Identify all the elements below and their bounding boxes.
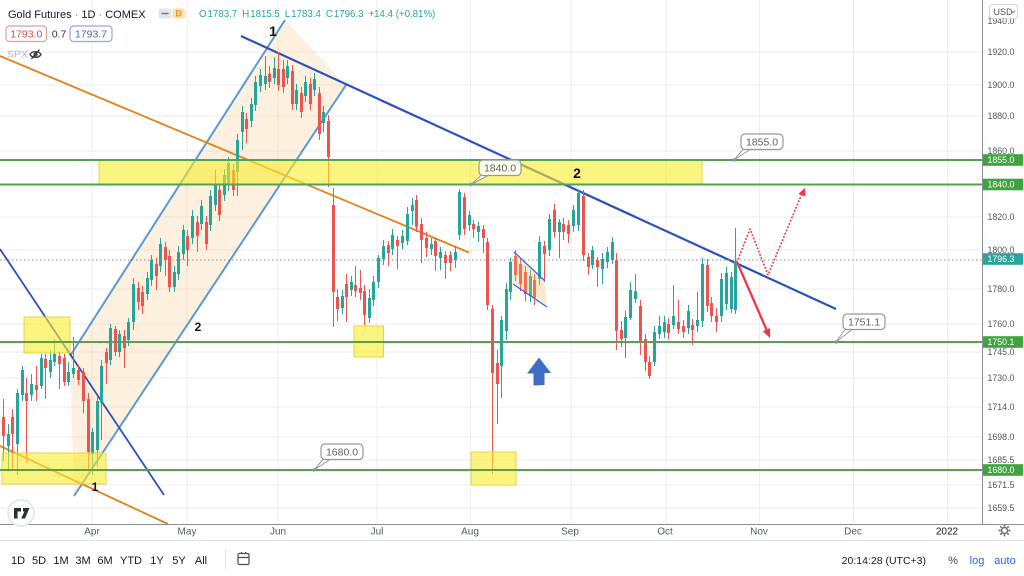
svg-text:0.7: 0.7	[52, 29, 67, 41]
svg-text:1M: 1M	[53, 555, 68, 567]
svg-text:Dec: Dec	[844, 527, 862, 538]
svg-text:All: All	[195, 555, 207, 567]
svg-text:1D: 1D	[11, 555, 25, 567]
svg-text:1714.0: 1714.0	[988, 402, 1015, 412]
svg-text:2: 2	[573, 165, 581, 181]
svg-text:1750.1: 1750.1	[988, 337, 1015, 347]
svg-text:1860.0: 1860.0	[988, 146, 1015, 156]
svg-text:6M: 6M	[97, 555, 112, 567]
svg-text:1: 1	[269, 23, 277, 39]
svg-text:1920.0: 1920.0	[988, 47, 1015, 57]
svg-text:1855.0: 1855.0	[746, 137, 778, 149]
svg-text:1840.0: 1840.0	[988, 180, 1015, 190]
svg-text:5D: 5D	[32, 555, 46, 567]
svg-text:Jun: Jun	[270, 527, 286, 538]
svg-text:20:14:28 (UTC+3): 20:14:28 (UTC+3)	[842, 555, 926, 567]
svg-text:May: May	[178, 527, 197, 538]
svg-text:1800.0: 1800.0	[988, 245, 1015, 255]
svg-text:1840.0: 1840.0	[484, 163, 516, 175]
svg-text:Oct: Oct	[657, 527, 673, 538]
svg-text:1680.0: 1680.0	[988, 465, 1015, 475]
svg-text:1680.0: 1680.0	[326, 447, 358, 459]
svg-text:Sep: Sep	[561, 527, 579, 538]
svg-text:1751.1: 1751.1	[848, 317, 880, 329]
svg-text:1940.0: 1940.0	[988, 16, 1015, 26]
svg-text:3M: 3M	[75, 555, 90, 567]
svg-text:1793.0: 1793.0	[10, 29, 42, 41]
svg-text:Jul: Jul	[371, 527, 384, 538]
svg-text:2: 2	[195, 320, 202, 334]
svg-text:SPX: SPX	[7, 49, 28, 61]
svg-text:2022: 2022	[936, 527, 959, 538]
svg-text:Gold Futures · 1D · COMEX: Gold Futures · 1D · COMEX	[8, 9, 146, 21]
svg-text:1855.0: 1855.0	[988, 155, 1015, 165]
svg-text:%: %	[948, 555, 958, 567]
svg-text:5Y: 5Y	[172, 555, 186, 567]
svg-text:Apr: Apr	[84, 527, 100, 538]
svg-text:D: D	[175, 9, 182, 19]
svg-text:USD: USD	[994, 7, 1014, 17]
svg-text:1793.7: 1793.7	[75, 29, 107, 41]
svg-text:Aug: Aug	[461, 527, 479, 538]
svg-text:log: log	[970, 555, 985, 567]
svg-text:1880.0: 1880.0	[988, 111, 1015, 121]
svg-text:1900.0: 1900.0	[988, 80, 1015, 90]
svg-text:1820.0: 1820.0	[988, 212, 1015, 222]
svg-text:1780.0: 1780.0	[988, 284, 1015, 294]
svg-text:1796.3: 1796.3	[988, 254, 1015, 264]
svg-text:1671.5: 1671.5	[988, 480, 1015, 490]
svg-text:Nov: Nov	[750, 527, 768, 538]
svg-text:1730.0: 1730.0	[988, 373, 1015, 383]
svg-text:1760.0: 1760.0	[988, 319, 1015, 329]
svg-text:1685.5: 1685.5	[988, 455, 1015, 465]
svg-text:auto: auto	[994, 555, 1015, 567]
svg-text:1698.0: 1698.0	[988, 432, 1015, 442]
svg-text:YTD: YTD	[120, 555, 142, 567]
svg-text:1Y: 1Y	[150, 555, 164, 567]
svg-text:1659.5: 1659.5	[988, 503, 1015, 513]
svg-text:1745.0: 1745.0	[988, 347, 1015, 357]
svg-text:1: 1	[92, 480, 99, 494]
